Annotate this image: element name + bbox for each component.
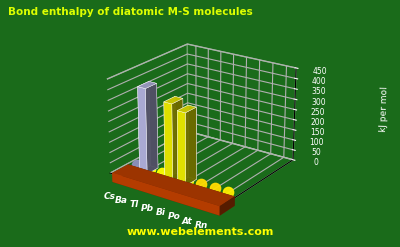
Text: Bond enthalpy of diatomic M-S molecules: Bond enthalpy of diatomic M-S molecules bbox=[8, 7, 253, 17]
Text: www.webelements.com: www.webelements.com bbox=[126, 227, 274, 237]
